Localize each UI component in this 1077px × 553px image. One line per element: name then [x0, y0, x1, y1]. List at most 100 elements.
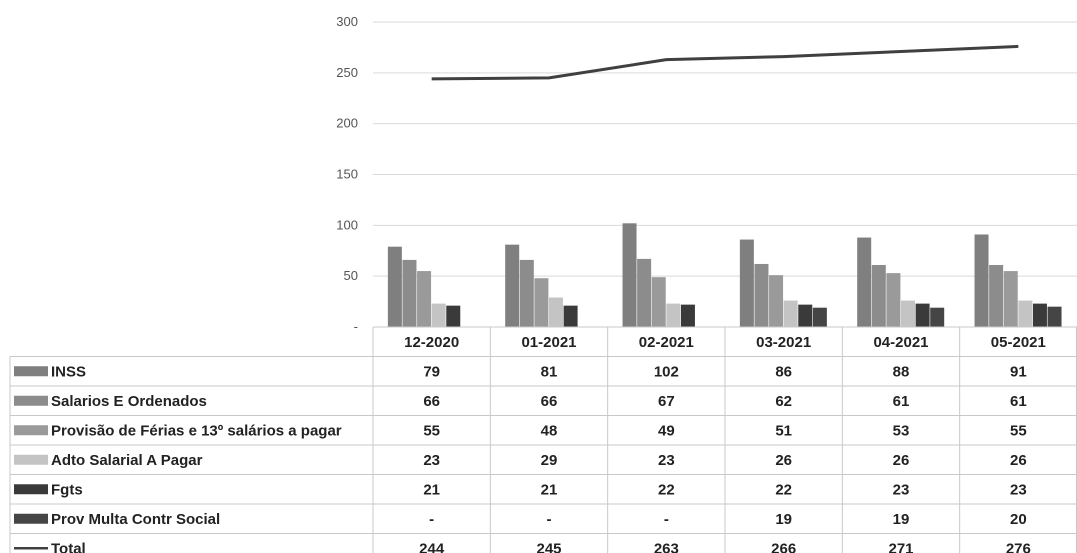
y-tick-label: 200: [336, 116, 358, 131]
bar: [754, 263, 769, 327]
category-label: 04-2021: [873, 334, 928, 351]
legend-label: INSS: [51, 363, 86, 380]
legend-swatch: [14, 366, 48, 377]
data-label: 86: [775, 363, 792, 380]
bar: [989, 264, 1004, 327]
bar: [549, 297, 563, 327]
data-label: 245: [536, 540, 561, 553]
bar: [534, 278, 549, 327]
data-label: 244: [419, 540, 445, 553]
data-label: 19: [893, 511, 910, 528]
data-label: 67: [658, 393, 675, 410]
data-label: -: [429, 511, 434, 528]
data-label: 271: [888, 540, 913, 553]
legend-label: Adto Salarial A Pagar: [51, 452, 203, 469]
category-label: 12-2020: [404, 334, 459, 351]
data-label: 55: [423, 422, 440, 439]
y-axis-ticks: - 50 100 150 200 250 300: [336, 14, 358, 334]
data-label: -: [664, 511, 669, 528]
data-label: 66: [541, 393, 558, 410]
bar: [402, 259, 417, 327]
data-label: 49: [658, 422, 675, 439]
bar: [387, 246, 402, 327]
y-tick-label: 50: [344, 268, 358, 283]
data-label: 79: [423, 363, 440, 380]
bar: [1032, 303, 1047, 327]
total-line: [431, 44, 1019, 81]
y-tick-label: 300: [336, 14, 358, 29]
category-label: 01-2021: [521, 334, 576, 351]
legend-swatch: [14, 395, 48, 406]
data-label: 21: [423, 481, 440, 498]
bar: [769, 275, 784, 327]
bar: [915, 303, 930, 327]
data-label: 22: [775, 481, 792, 498]
data-label: 266: [771, 540, 796, 553]
y-tick-label: 150: [336, 167, 358, 182]
data-label: 51: [775, 422, 792, 439]
bar: [563, 305, 578, 327]
data-label: 48: [541, 422, 558, 439]
data-label: 23: [423, 452, 440, 469]
legend-swatch: [14, 454, 48, 465]
data-table: 12-2020 01-2021 02-2021 03-2021 04-2021 05-20…: [9, 326, 1077, 553]
data-label: 66: [423, 393, 440, 410]
data-label: 53: [893, 422, 910, 439]
y-tick-label: 250: [336, 65, 358, 80]
data-label: 88: [893, 363, 910, 380]
data-label: 55: [1010, 422, 1027, 439]
y-tick-label: -: [354, 319, 358, 334]
bar: [783, 300, 798, 327]
bar: [651, 277, 666, 327]
data-label: 21: [541, 481, 558, 498]
bar: [739, 239, 754, 327]
legend-swatch: [14, 425, 48, 436]
data-label: 29: [541, 452, 558, 469]
bar: [622, 223, 637, 327]
data-label: 61: [1010, 393, 1027, 410]
data-label: 263: [654, 540, 679, 553]
bar: [857, 237, 872, 327]
y-tick-label: 100: [336, 217, 358, 232]
category-label: 02-2021: [639, 334, 694, 351]
bar: [1047, 306, 1062, 327]
data-label: 81: [541, 363, 558, 380]
bar: [1018, 300, 1033, 327]
bars: [387, 223, 1062, 327]
bar: [637, 258, 652, 327]
legend-label: Prov Multa Contr Social: [51, 511, 220, 528]
bar: [431, 303, 446, 327]
bar: [871, 264, 886, 327]
data-label: 102: [654, 363, 679, 380]
bar: [798, 304, 813, 327]
total-series-line: [431, 44, 1019, 81]
data-label: 26: [893, 452, 910, 469]
grid-lines: [373, 21, 1077, 277]
legend-swatch: [14, 513, 48, 524]
bar: [974, 234, 989, 327]
data-label: 20: [1010, 511, 1027, 528]
data-label: 26: [1010, 452, 1027, 469]
bar: [930, 307, 945, 327]
legend-label: Total: [51, 540, 86, 553]
bar: [812, 307, 827, 327]
bar: [519, 259, 534, 327]
bar: [417, 271, 432, 327]
bar: [666, 303, 681, 327]
data-label: 23: [658, 452, 675, 469]
data-label: 19: [775, 511, 792, 528]
bar: [680, 304, 695, 327]
legend-label: Salarios E Ordenados: [51, 393, 207, 410]
bar: [446, 305, 461, 327]
legend-label: Fgts: [51, 481, 83, 498]
data-label: 62: [775, 393, 792, 410]
data-label: 22: [658, 481, 675, 498]
bar: [505, 244, 520, 327]
data-label: -: [547, 511, 552, 528]
data-label: 61: [893, 393, 910, 410]
data-label: 23: [893, 481, 910, 498]
bar: [901, 300, 915, 327]
data-label: 23: [1010, 481, 1027, 498]
bar: [1003, 271, 1018, 327]
